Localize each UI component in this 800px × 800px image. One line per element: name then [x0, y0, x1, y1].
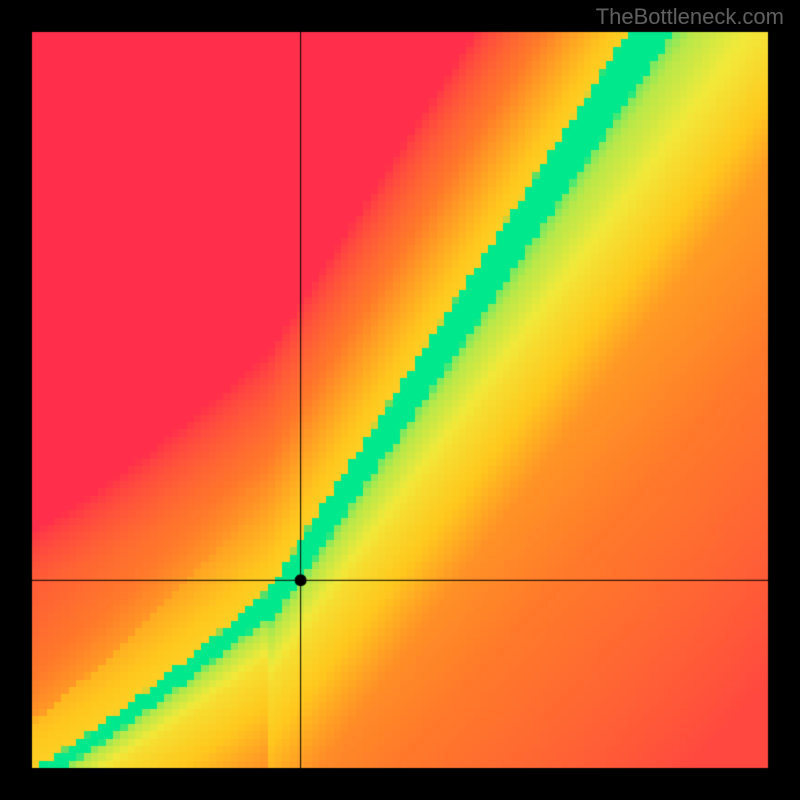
heatmap-canvas: [0, 0, 800, 800]
chart-container: TheBottleneck.com: [0, 0, 800, 800]
watermark-text: TheBottleneck.com: [596, 4, 784, 30]
